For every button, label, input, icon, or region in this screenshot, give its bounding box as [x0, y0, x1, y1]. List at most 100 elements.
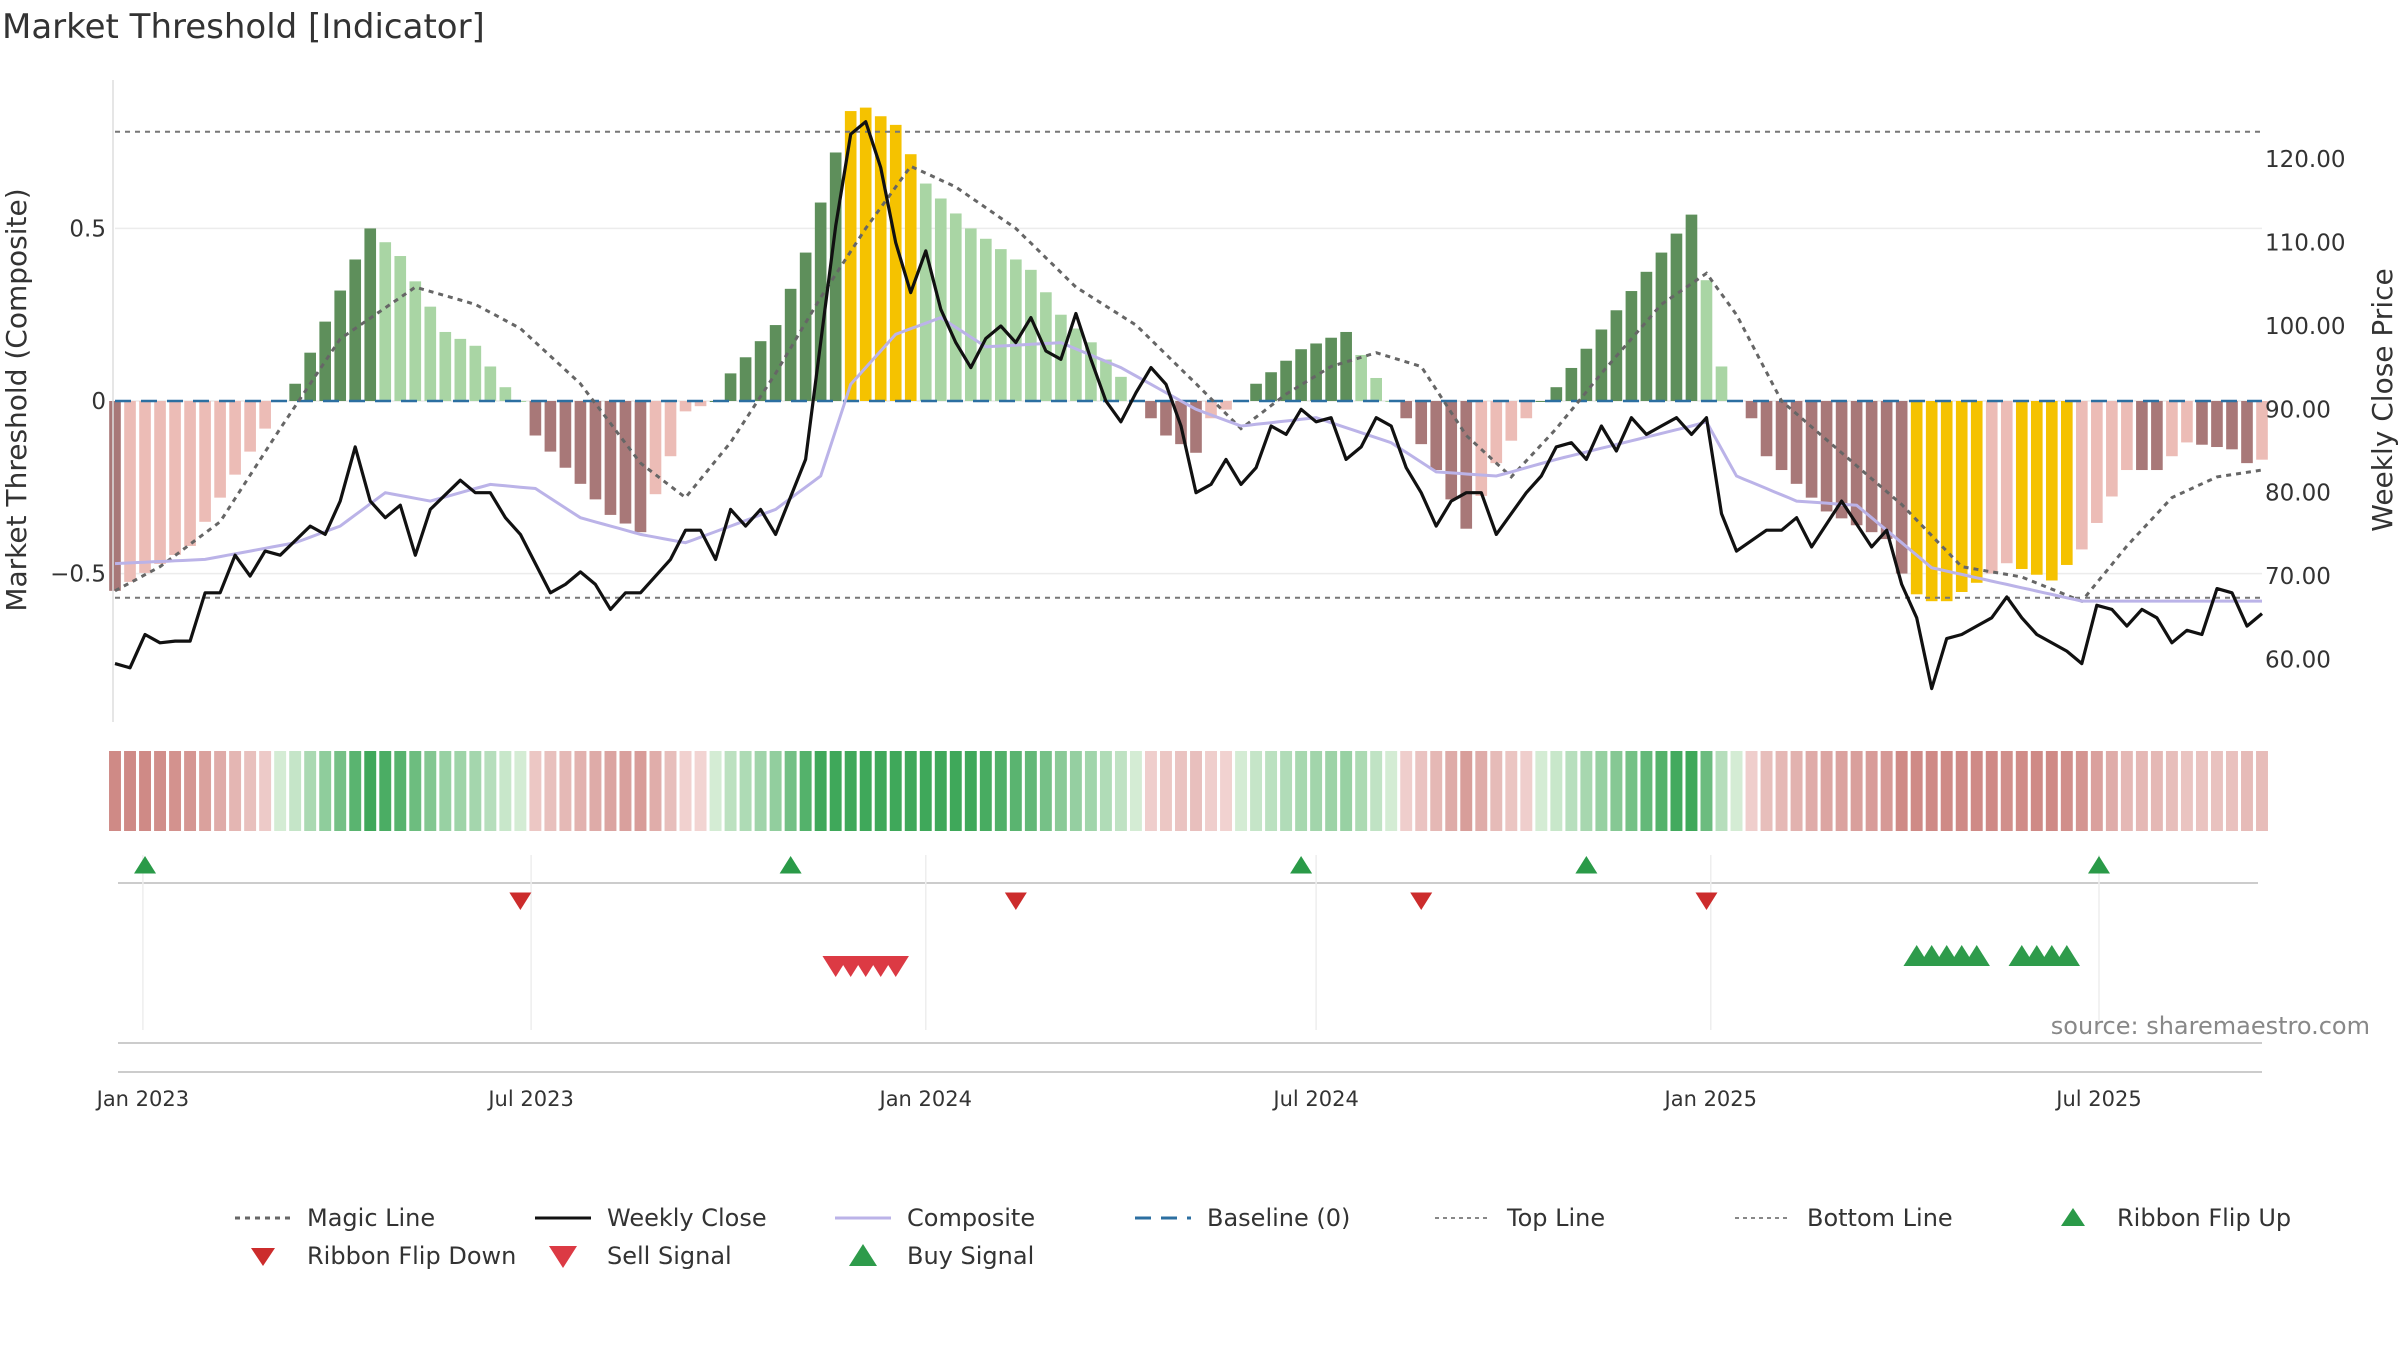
ribbon-cell: [529, 751, 542, 831]
y2-tick-label: 110.00: [2265, 231, 2345, 257]
ribbon-cell: [109, 751, 121, 831]
ribbon-cell: [2075, 751, 2088, 831]
composite-bar: [1940, 401, 1953, 602]
ribbon-cell: [1610, 751, 1623, 831]
ribbon-cell: [1069, 751, 1082, 831]
composite-bar: [769, 325, 782, 401]
legend-label: Weekly Close: [607, 1204, 767, 1232]
composite-bar: [979, 238, 992, 401]
composite-bar: [1115, 376, 1127, 401]
composite-bar: [1895, 401, 1908, 574]
composite-bar: [1355, 354, 1367, 401]
ribbon-flip-up-marker: [2087, 856, 2110, 874]
ribbon-cell: [409, 751, 422, 831]
composite-bar: [574, 401, 587, 484]
composite-bar: [1805, 401, 1818, 498]
composite-bar: [1265, 372, 1277, 401]
ribbon-cell: [2105, 751, 2118, 831]
composite-bar: [2121, 401, 2133, 471]
weekly-close-line: [114, 120, 2264, 691]
composite-bar: [214, 401, 226, 498]
composite-bar: [1415, 401, 1428, 445]
ribbon-cell: [484, 751, 497, 831]
ribbon-cell: [1220, 751, 1232, 831]
ribbon-cell: [2150, 751, 2163, 831]
composite-bar: [1625, 291, 1638, 401]
ribbon-cell: [1790, 751, 1803, 831]
ribbon-cell: [2180, 751, 2193, 831]
ribbon-cell: [1895, 751, 1908, 831]
ribbon-cell: [1655, 751, 1668, 831]
ribbon-cell: [1745, 751, 1758, 831]
composite-bar: [1475, 401, 1488, 496]
ribbon-cell: [424, 751, 437, 831]
ribbon-cell: [2256, 751, 2268, 831]
ribbon-cell: [724, 751, 737, 831]
composite-bar: [559, 401, 572, 468]
composite-bar: [1040, 292, 1052, 401]
composite-bar: [2091, 401, 2103, 523]
ribbon-cell: [2226, 751, 2238, 831]
ribbon-cell: [1054, 751, 1067, 831]
composite-bar: [1970, 401, 1983, 583]
composite-bar: [859, 107, 872, 401]
ribbon-cell: [679, 751, 692, 831]
ribbon-cell: [2135, 751, 2148, 831]
ribbon-cell: [319, 751, 332, 831]
composite-bar: [334, 290, 347, 401]
composite-bar: [304, 352, 316, 401]
composite-bar: [1820, 401, 1833, 512]
composite-bar: [1430, 401, 1443, 471]
composite-bar: [1025, 269, 1037, 401]
composite-bar: [229, 401, 241, 475]
composite-bar: [1955, 401, 1968, 592]
composite-bar: [2045, 401, 2058, 581]
ribbon-cell: [2195, 751, 2208, 831]
composite-bar: [679, 401, 692, 412]
composite-bar: [1550, 387, 1563, 401]
ribbon-cell: [2060, 751, 2073, 831]
composite-bar: [544, 401, 557, 452]
ribbon-cell: [1145, 751, 1157, 831]
composite-bar: [919, 183, 932, 401]
composite-bar: [694, 401, 707, 407]
signal-rows: Jan 2023 Jul 2023 Jan 2024 Jul 2024 Jan 2025…: [95, 855, 2262, 1111]
composite-bar: [409, 281, 422, 401]
ribbon-cell: [1970, 751, 1983, 831]
composite-bar: [1865, 401, 1878, 533]
ribbon-flip-down-marker: [509, 892, 532, 910]
composite-bar: [169, 401, 181, 555]
ribbon-cell: [2090, 751, 2103, 831]
y2-tick-label: 100.00: [2265, 314, 2345, 340]
ribbon-cell: [2165, 751, 2178, 831]
ribbon-cell: [1009, 751, 1022, 831]
ribbon-cell: [1640, 751, 1653, 831]
composite-bar: [154, 401, 166, 564]
composite-bar: [1880, 401, 1893, 540]
ribbon-cell: [1490, 751, 1503, 831]
line-series: [114, 120, 2264, 691]
ribbon-cell: [1340, 751, 1353, 831]
ribbon-cell: [1700, 751, 1713, 831]
ribbon-cell: [1730, 751, 1743, 831]
ribbon-cell: [1565, 751, 1578, 831]
buy-signal-marker: [2053, 945, 2081, 966]
ribbon-cell: [1024, 751, 1037, 831]
ribbon-cell: [1235, 751, 1248, 831]
composite-bar: [589, 401, 602, 500]
y2-tick-label: 90.00: [2265, 397, 2331, 423]
ribbon-cell: [1205, 751, 1217, 831]
ribbon-flip-down-marker: [1695, 892, 1718, 910]
ribbon-cell: [154, 751, 167, 831]
composite-bar: [364, 228, 377, 401]
composite-bars: [109, 107, 2268, 602]
composite-bar: [1745, 401, 1758, 419]
ribbon-cell: [919, 751, 932, 831]
ribbon-cell: [1114, 751, 1127, 831]
ribbon-cell: [904, 751, 917, 831]
composite-bar: [454, 338, 467, 401]
ribbon-cell: [1370, 751, 1383, 831]
composite-bar: [1640, 271, 1653, 401]
composite-bar: [184, 401, 196, 546]
